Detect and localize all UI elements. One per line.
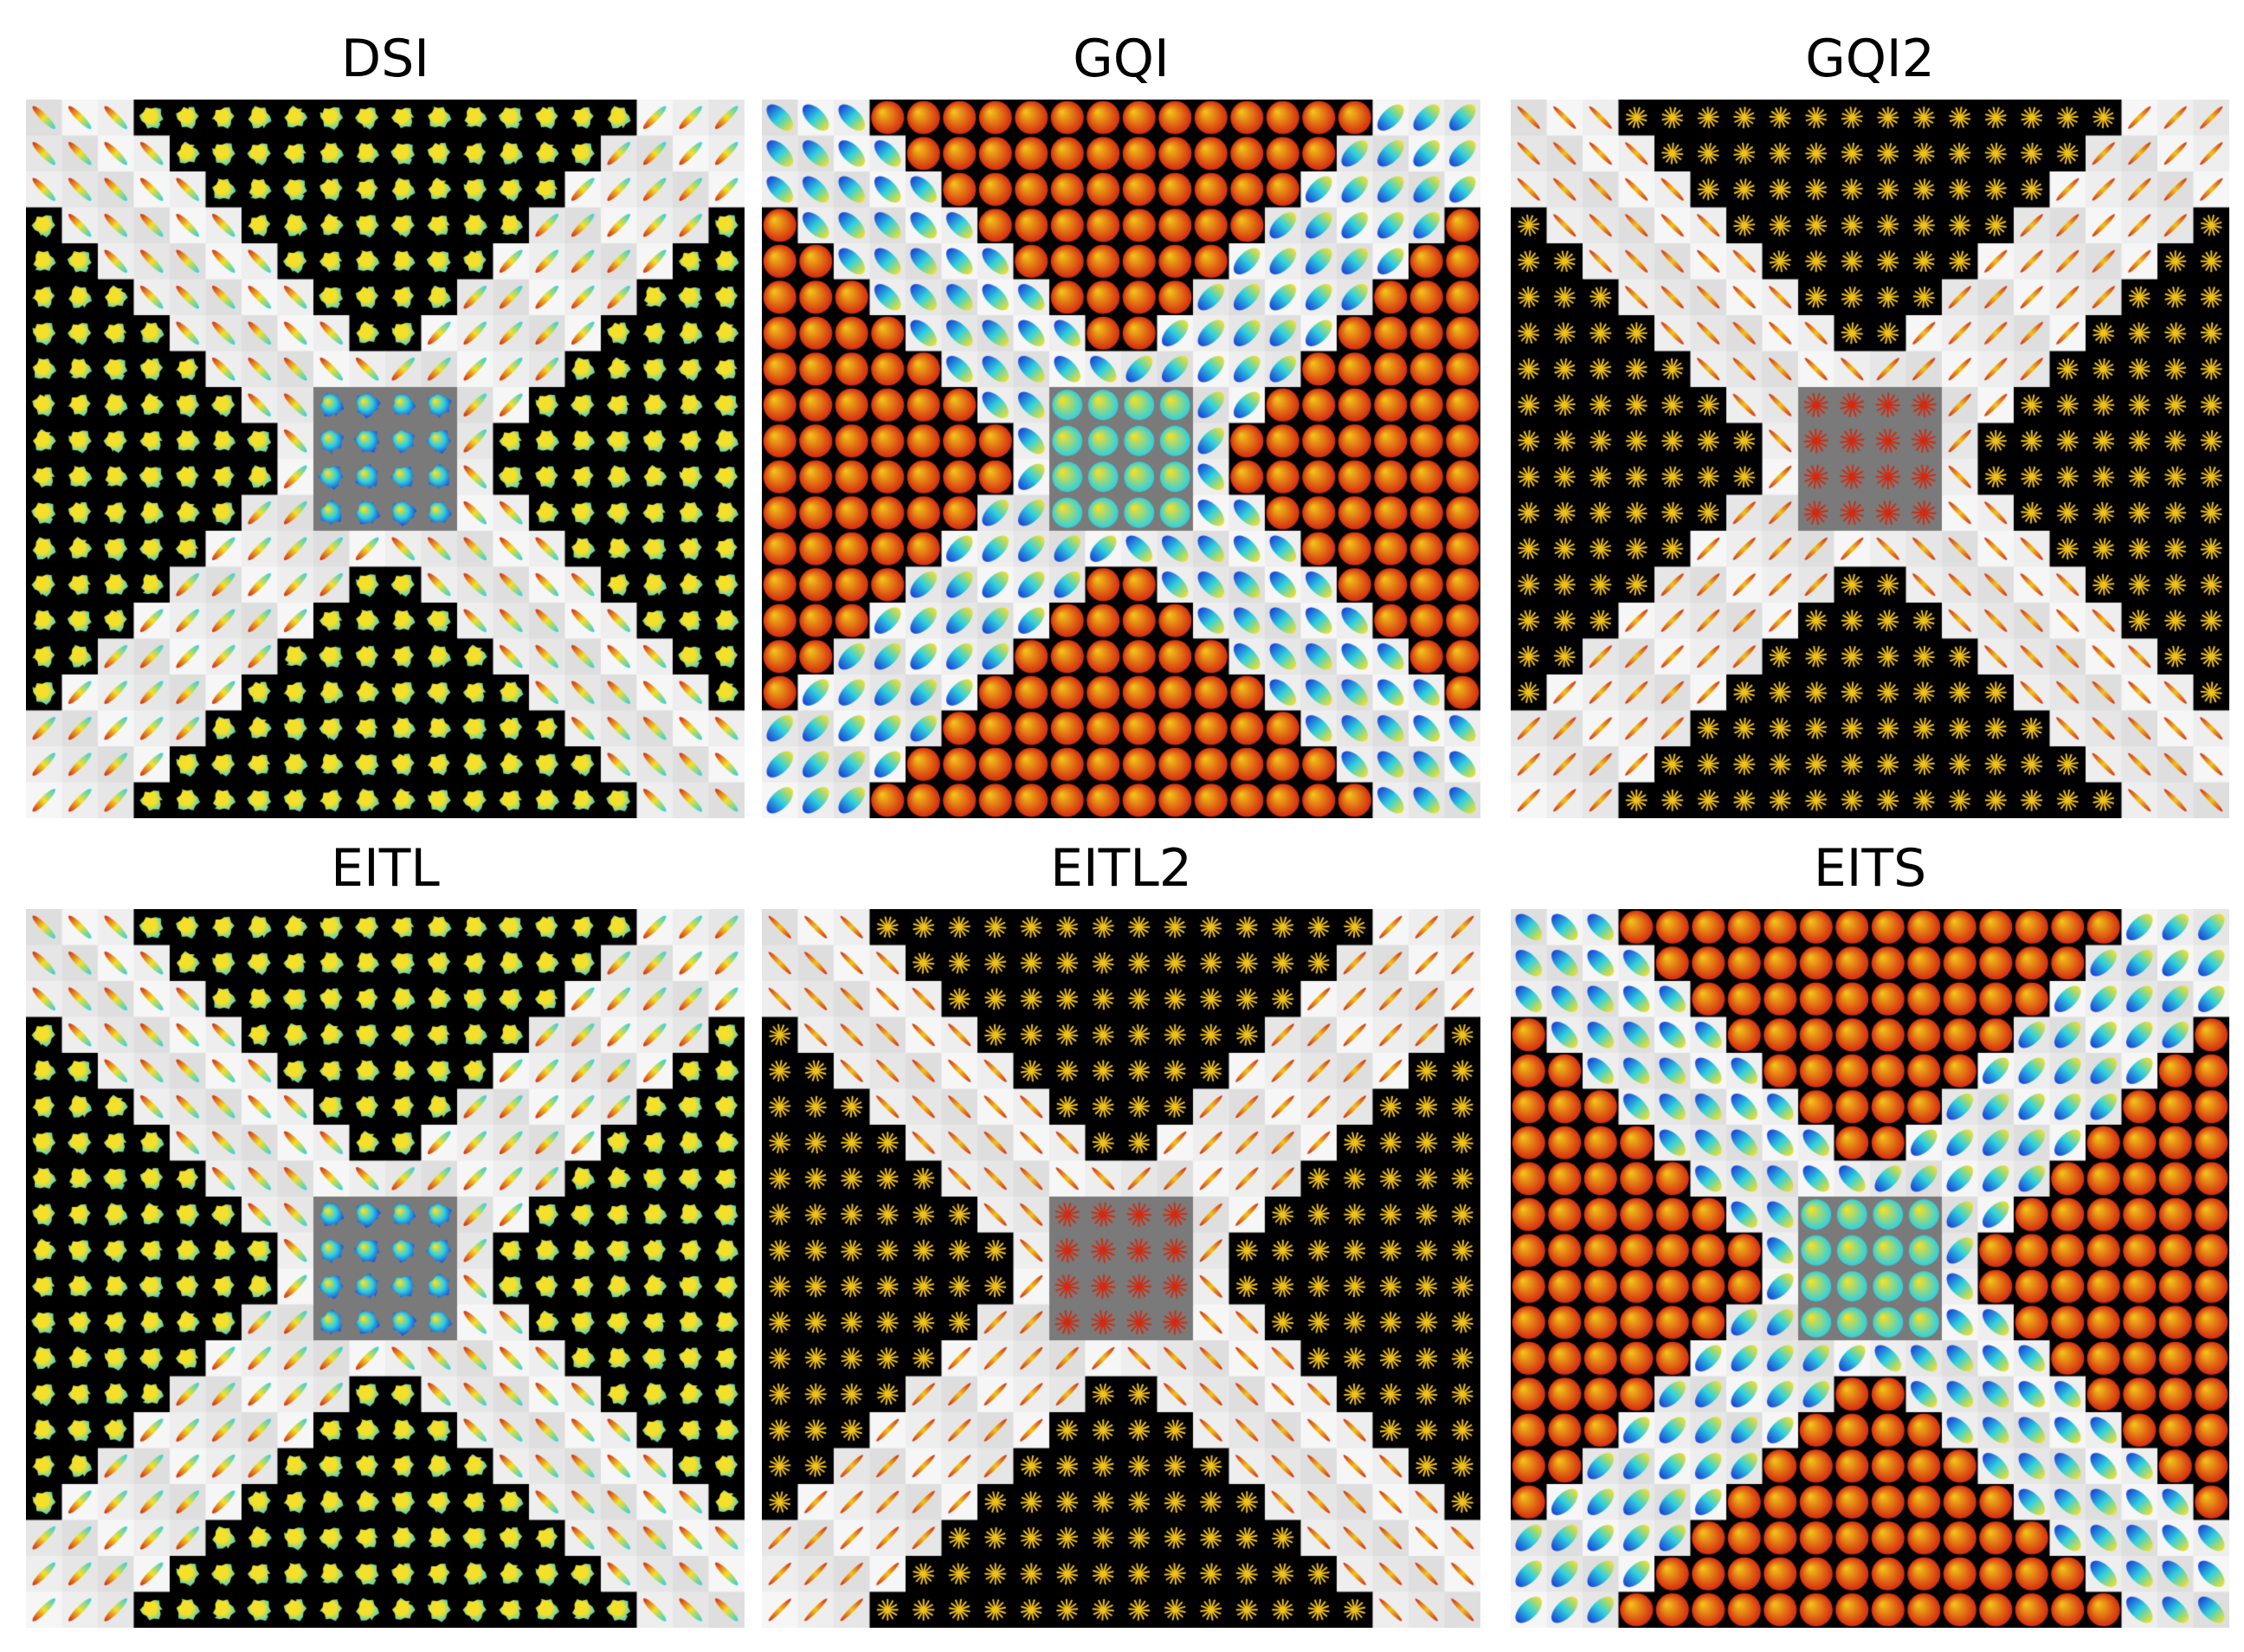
panel-title: EITL <box>331 838 440 899</box>
odf-glyph-grid <box>762 909 1480 1628</box>
panel-title: GQI2 <box>1805 29 1935 89</box>
odf-glyph-grid <box>762 100 1480 818</box>
odf-glyph-grid <box>1511 909 2229 1628</box>
panel-title: EITS <box>1813 838 1927 899</box>
odf-glyph-grid <box>1511 100 2229 818</box>
panel-title: EITL2 <box>1050 838 1192 899</box>
odf-glyph-grid <box>26 100 745 818</box>
odf-glyph-grid <box>26 909 745 1628</box>
panel-title: DSI <box>341 29 429 89</box>
panel-title: GQI <box>1073 29 1170 89</box>
